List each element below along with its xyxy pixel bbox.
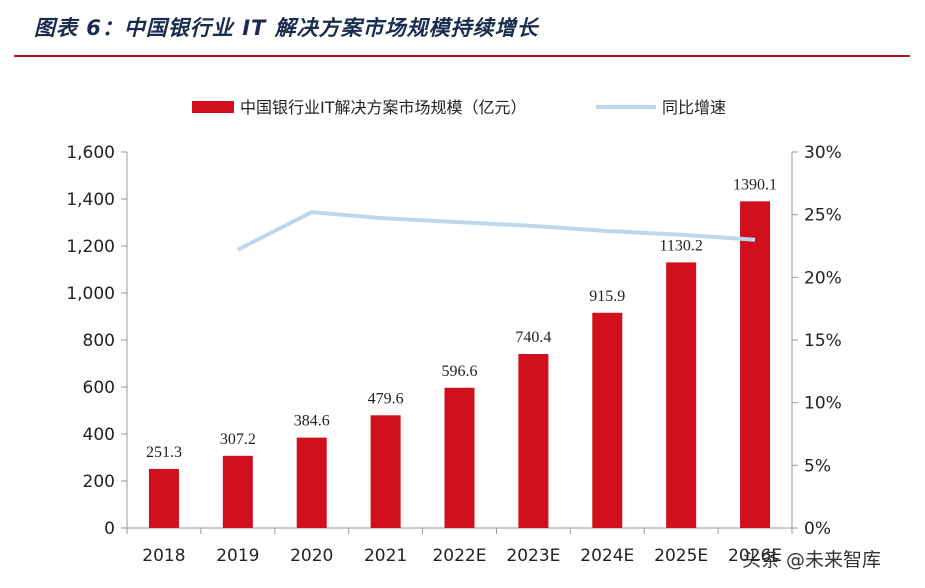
left-tick-label: 1,600 xyxy=(66,143,115,163)
bar-value-label: 251.3 xyxy=(146,444,182,461)
right-tick-label: 30% xyxy=(804,143,842,163)
bar-value-label: 384.6 xyxy=(294,413,330,430)
left-tick-label: 600 xyxy=(83,378,115,398)
bar xyxy=(444,387,475,528)
left-tick-label: 1,200 xyxy=(66,237,115,257)
bar xyxy=(592,312,623,528)
bar-value-label: 307.2 xyxy=(220,431,256,448)
right-tick-label: 15% xyxy=(804,331,842,351)
bar xyxy=(296,437,327,528)
left-tick-label: 800 xyxy=(83,331,115,351)
watermark: 头条 @未来智库 xyxy=(742,549,882,571)
bar-value-label: 1130.2 xyxy=(659,237,702,254)
figure-title: 图表 6：中国银行业 IT 解决方案市场规模持续增长 xyxy=(34,16,539,40)
bar xyxy=(740,201,771,528)
growth-rate-line xyxy=(236,210,756,252)
x-tick-label: 2021 xyxy=(364,546,407,566)
line-series xyxy=(236,210,756,252)
left-tick-label: 0 xyxy=(104,519,115,539)
x-tick-label: 2020 xyxy=(290,546,333,566)
x-tick-label: 2024E xyxy=(580,546,634,566)
left-tick-label: 1,400 xyxy=(66,190,115,210)
bar-value-label: 596.6 xyxy=(442,363,478,380)
x-tick-label: 2026E xyxy=(728,546,782,566)
right-tick-label: 10% xyxy=(804,394,842,414)
bar-value-label: 479.6 xyxy=(368,390,404,407)
bar-value-label: 740.4 xyxy=(515,329,551,346)
bar xyxy=(518,354,549,528)
bar xyxy=(148,468,179,528)
legend-label-line: 同比增速 xyxy=(662,98,726,117)
legend-label-bar: 中国银行业IT解决方案市场规模（亿元） xyxy=(240,98,527,117)
x-tick-label: 2022E xyxy=(432,546,486,566)
x-tick-label: 2023E xyxy=(506,546,560,566)
x-tick-label: 2019 xyxy=(216,546,259,566)
bar-series xyxy=(148,201,771,528)
right-tick-label: 20% xyxy=(804,268,842,288)
right-tick-label: 0% xyxy=(804,519,831,539)
x-tick-label: 2018 xyxy=(142,546,185,566)
left-tick-label: 200 xyxy=(83,472,115,492)
bar-value-label: 915.9 xyxy=(589,288,625,305)
chart-legend: 中国银行业IT解决方案市场规模（亿元） 同比增速 xyxy=(192,98,726,117)
title-rule xyxy=(14,55,910,57)
left-tick-label: 1,000 xyxy=(66,284,115,304)
bar xyxy=(370,415,401,528)
left-tick-label: 400 xyxy=(83,425,115,445)
bar xyxy=(222,455,253,528)
right-tick-label: 5% xyxy=(804,456,831,476)
chart-axes: 0 200 400 600 800 1,000 1,200 1,400 1,600 0% 5% 10%… xyxy=(66,143,841,566)
x-tick-label: 2025E xyxy=(654,546,708,566)
data-labels: 251.3 307.2 384.6 479.6 596.6 740.4 915.9 1130.… xyxy=(146,176,777,461)
legend-swatch-bar xyxy=(192,101,234,113)
bar-value-label: 1390.1 xyxy=(733,176,777,193)
right-tick-label: 25% xyxy=(804,206,842,226)
bar xyxy=(666,262,697,528)
